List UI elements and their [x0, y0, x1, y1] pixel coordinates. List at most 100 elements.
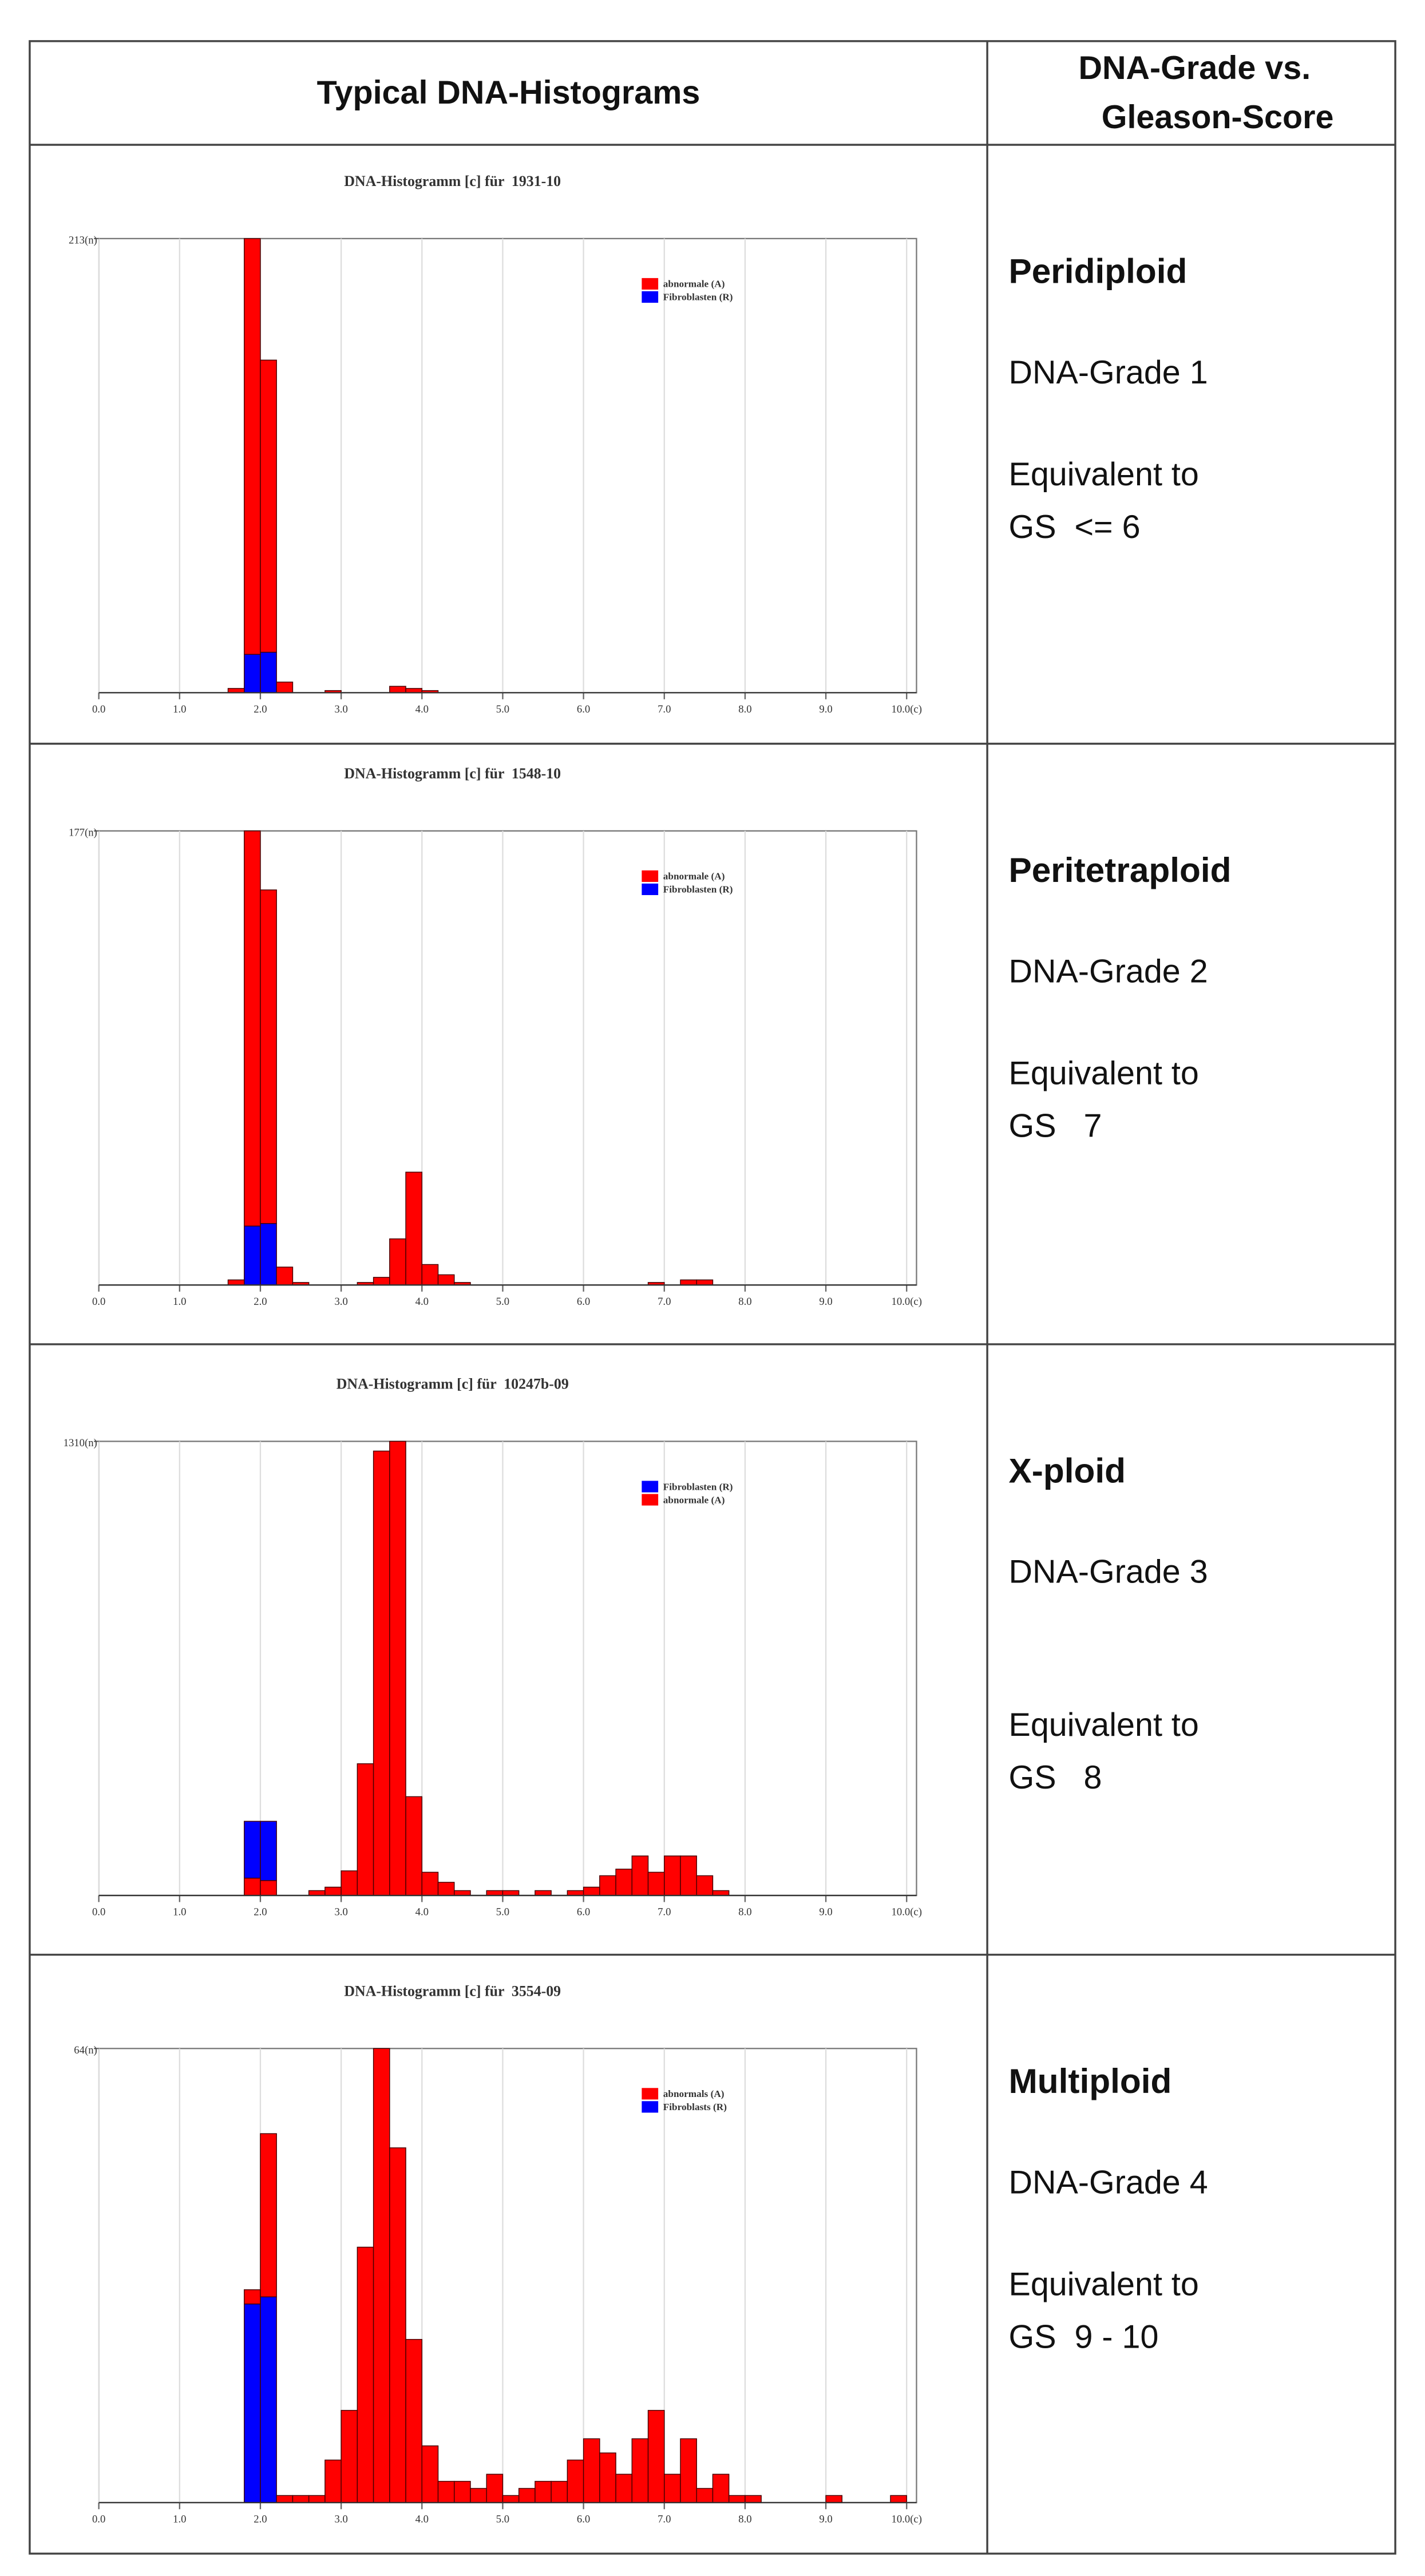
y-tick-label: 177(n)	[69, 826, 97, 838]
histogram-bar	[421, 1264, 439, 1286]
histogram-bar	[244, 2289, 261, 2305]
histogram-bar	[680, 1855, 697, 1896]
histogram-bar	[615, 2474, 633, 2503]
header-right: DNA-Grade vs.	[1079, 50, 1311, 86]
plot-frame	[98, 830, 917, 1286]
histogram-bar	[244, 2303, 261, 2503]
histogram-bar	[324, 2459, 342, 2503]
histogram-bar	[696, 1875, 714, 1896]
histogram-bar	[615, 1869, 633, 1896]
x-tick-label: 2.0	[254, 2513, 267, 2525]
histogram-bar	[405, 1796, 423, 1896]
x-tick-label: 2.0	[254, 703, 267, 715]
histogram-bar	[260, 1223, 277, 1286]
histogram-bar	[728, 2495, 746, 2503]
legend-swatch	[642, 291, 659, 303]
x-tick-label: 7.0	[658, 703, 671, 715]
x-tick-label: 5.0	[496, 1296, 509, 1308]
histogram-bar	[260, 2296, 277, 2503]
x-tick-label: 3.0	[334, 703, 347, 715]
legend-swatch	[642, 883, 659, 895]
x-tick-label: 4.0	[415, 1296, 429, 1308]
x-tick-label: 0.0	[92, 1906, 105, 1918]
histogram-bar	[535, 2480, 552, 2503]
ploidy: Multiploid	[1008, 2061, 1171, 2100]
x-tick-label: 10.0(c)	[892, 703, 922, 715]
dna-grade: DNA-Grade 4	[1008, 2164, 1208, 2201]
x-tick-label: 5.0	[496, 1906, 509, 1918]
histogram-bar	[276, 2495, 294, 2503]
legend-swatch	[642, 2088, 659, 2100]
histogram-bar	[437, 1274, 455, 1286]
equivalent: Equivalent to	[1008, 456, 1198, 493]
x-tick-label: 1.0	[173, 703, 186, 715]
histogram-bar	[825, 2495, 843, 2503]
gleason-score: GS <= 6	[1008, 509, 1140, 545]
histogram-bar	[244, 1821, 261, 1879]
gleason-score: GS 8	[1008, 1759, 1102, 1796]
histogram-bar	[260, 1880, 277, 1896]
x-tick-label: 8.0	[738, 1296, 751, 1308]
legend-label: Fibroblasten (R)	[663, 1481, 733, 1492]
equivalent: Equivalent to	[1008, 2266, 1198, 2303]
histogram-bar	[583, 2438, 600, 2503]
plot-frame	[98, 1441, 917, 1897]
x-tick-label: 6.0	[577, 1906, 590, 1918]
histogram-bar	[357, 1763, 374, 1896]
x-tick-label: 5.0	[496, 2513, 509, 2525]
histogram-bar	[373, 1450, 390, 1896]
chart-title: DNA-Histogramm [c] für 3554-09	[344, 1983, 561, 1999]
histogram-bar	[680, 1279, 697, 1286]
legend-swatch	[642, 2101, 659, 2113]
histogram-bar	[486, 2474, 504, 2503]
histogram-bar	[260, 651, 277, 694]
histogram-bar	[244, 238, 261, 655]
x-tick-label: 4.0	[415, 1906, 429, 1918]
x-tick-label: 7.0	[658, 2513, 671, 2525]
histogram-bar	[502, 1890, 520, 1896]
histogram-bar	[373, 1277, 390, 1286]
dna-grade: DNA-Grade 1	[1008, 354, 1208, 391]
chart-title: DNA-Histogramm [c] für 1548-10	[344, 765, 561, 782]
equivalent: Equivalent to	[1008, 1055, 1198, 1092]
x-tick-label: 8.0	[738, 2513, 751, 2525]
x-tick-label: 10.0(c)	[892, 1906, 922, 1918]
histogram-bar	[696, 2488, 714, 2503]
histogram-bar	[502, 2495, 520, 2503]
histogram-bar	[454, 2480, 471, 2503]
x-tick-label: 6.0	[577, 2513, 590, 2525]
histogram-bar	[421, 2445, 439, 2503]
histogram-bar	[389, 2147, 406, 2503]
histogram-bar	[227, 1279, 245, 1286]
x-tick-label: 6.0	[577, 1296, 590, 1308]
legend-label: Fibroblasts (R)	[663, 2102, 727, 2112]
ploidy: X-ploid	[1008, 1451, 1126, 1490]
x-tick-label: 10.0(c)	[892, 2513, 922, 2525]
x-tick-label: 0.0	[92, 703, 105, 715]
histogram-bar	[647, 1871, 665, 1896]
histogram-bar	[405, 2338, 423, 2503]
histogram-bar	[712, 1890, 730, 1896]
header-left: Typical DNA-Histograms	[317, 74, 700, 111]
histogram-bar	[244, 654, 261, 694]
legend-label: abnormale (A)	[663, 1494, 725, 1505]
histogram-bar	[454, 1890, 471, 1896]
legend-swatch	[642, 1494, 659, 1506]
plot-frame	[98, 238, 917, 694]
legend-label: abnormale (A)	[663, 871, 725, 882]
legend-label: abnormals (A)	[663, 2088, 725, 2099]
x-tick-label: 3.0	[334, 1296, 347, 1308]
histogram-bar	[421, 1871, 439, 1896]
histogram-bar	[324, 1886, 342, 1896]
x-tick-label: 7.0	[658, 1906, 671, 1918]
y-tick-label: 213(n)	[69, 234, 97, 246]
histogram-bar	[260, 889, 277, 1224]
x-tick-label: 9.0	[819, 703, 832, 715]
histogram-bar	[260, 359, 277, 653]
histogram-bar	[244, 1877, 261, 1896]
x-tick-label: 3.0	[334, 1906, 347, 1918]
histogram-bar	[341, 1870, 358, 1896]
legend-swatch	[642, 870, 659, 882]
